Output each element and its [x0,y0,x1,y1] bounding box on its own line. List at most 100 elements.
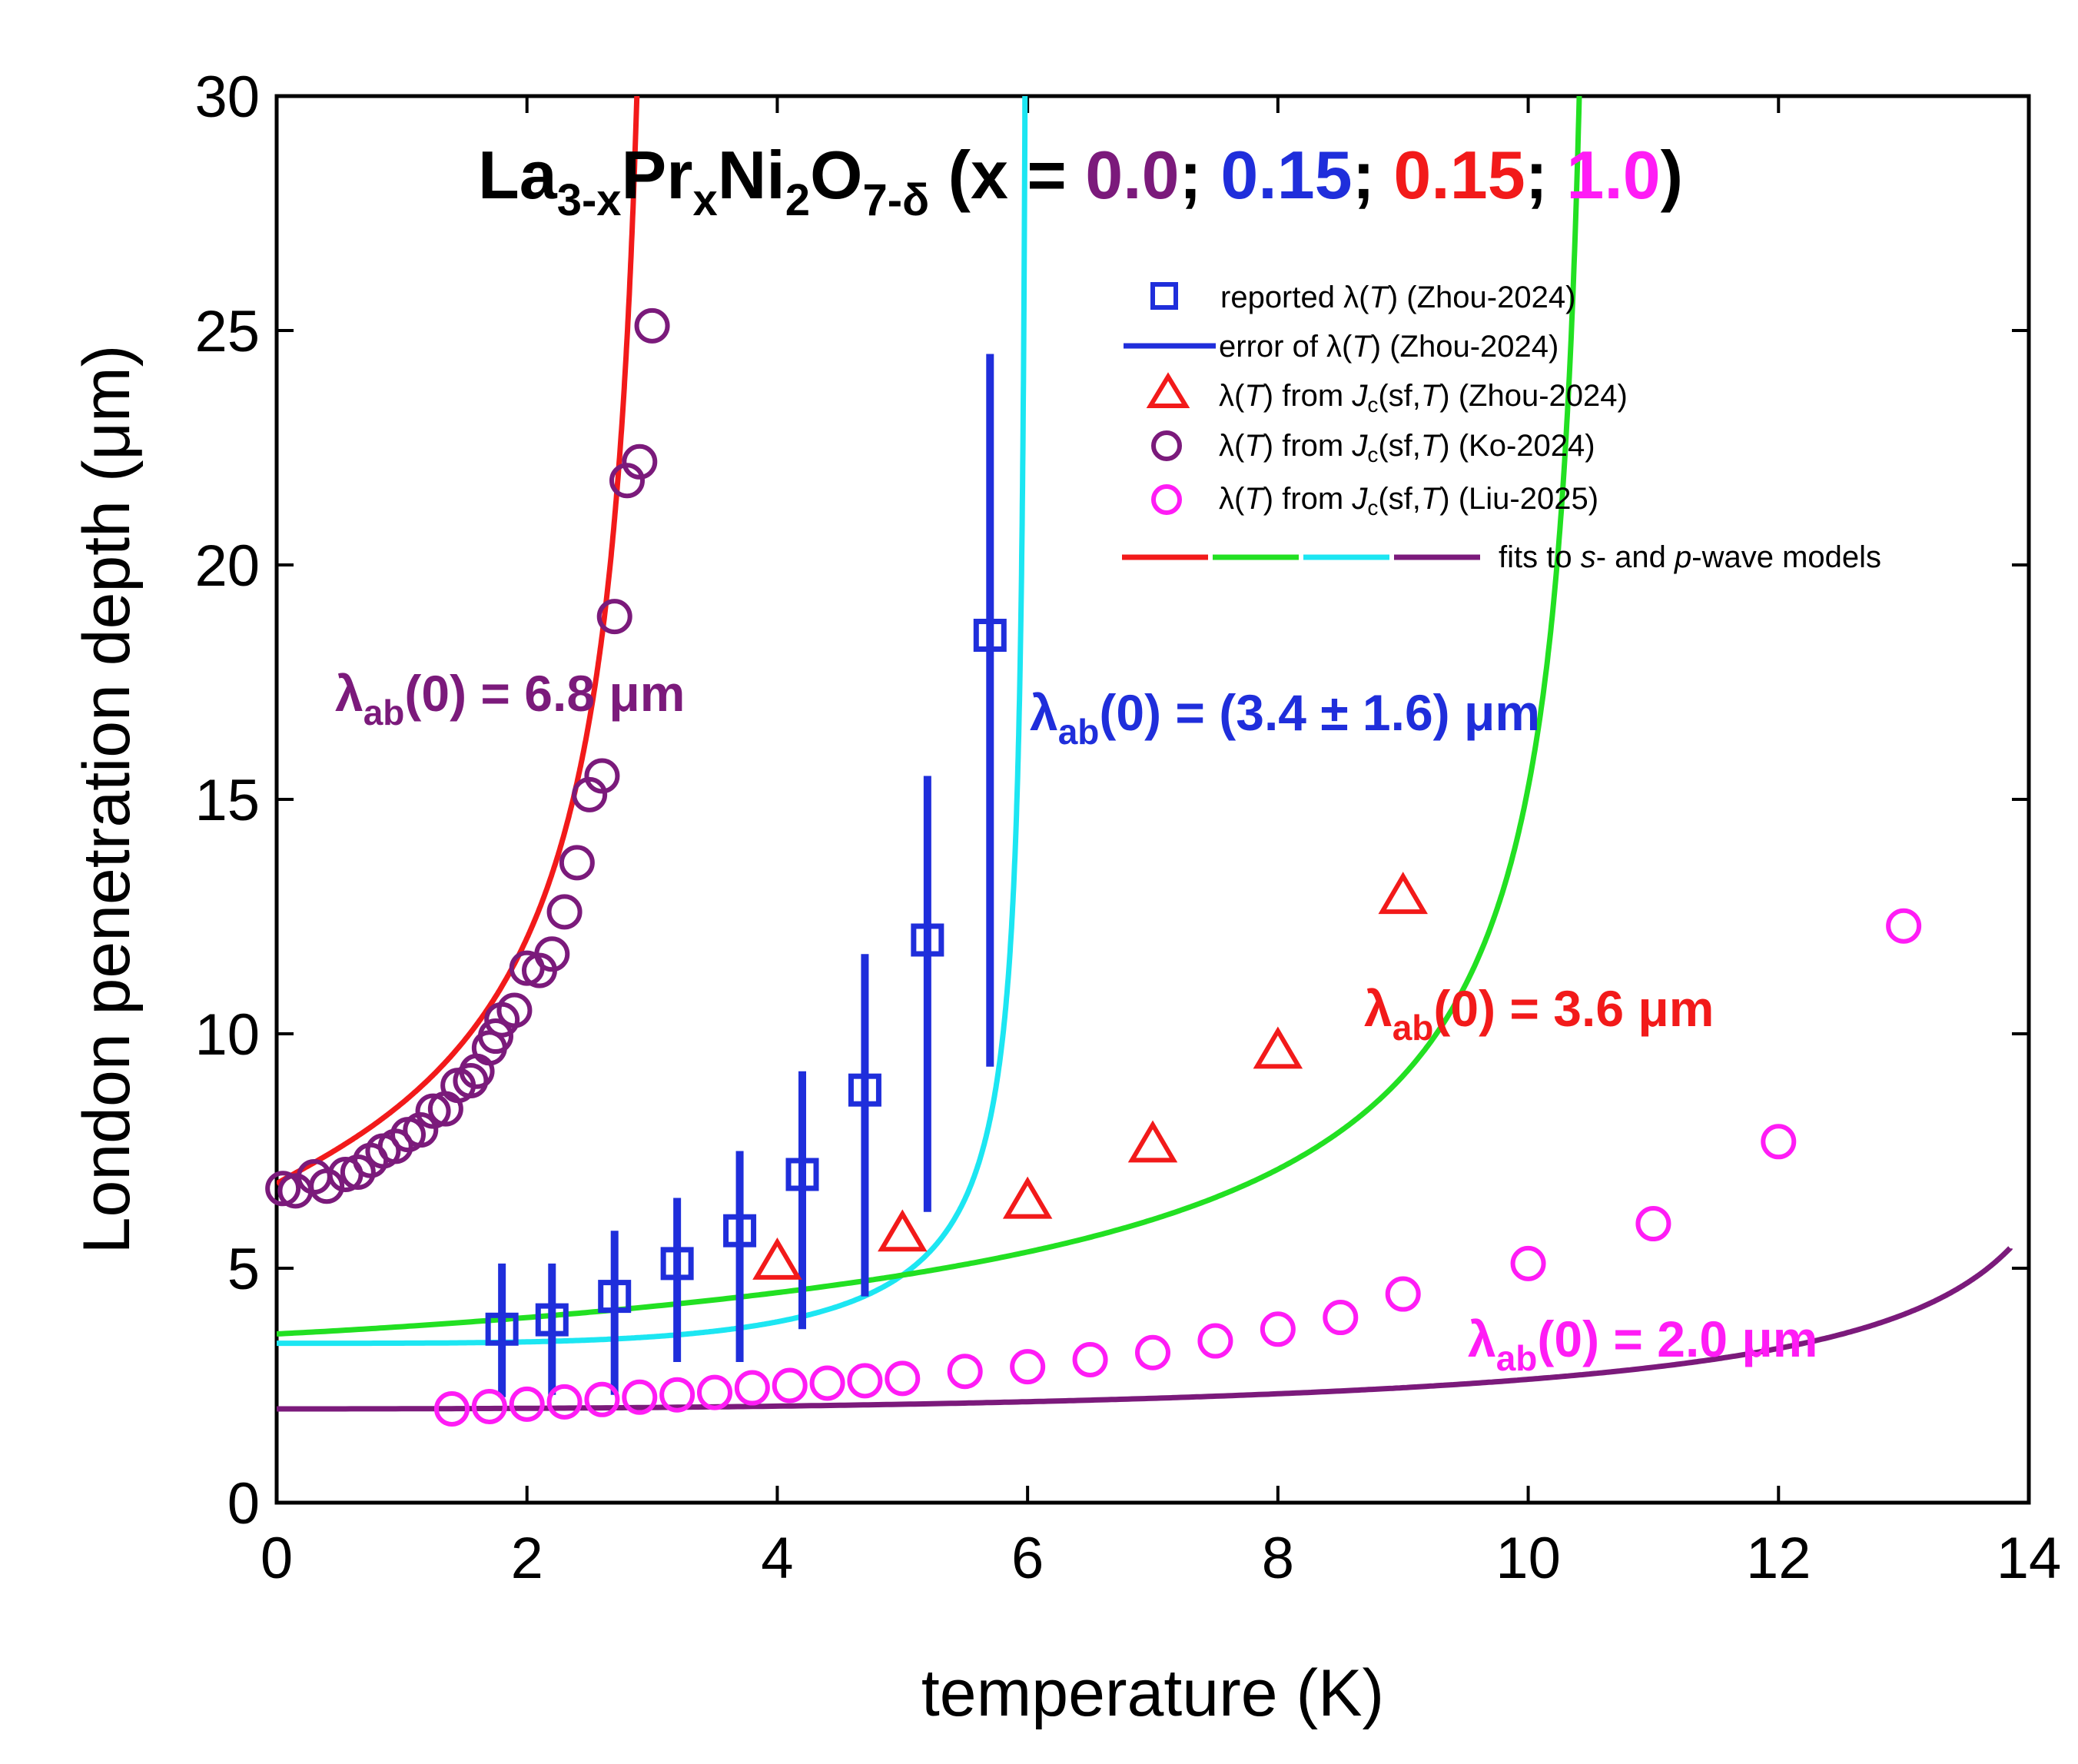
legend-item-error: error of λ(T) (Zhou-2024) [1124,330,1558,364]
legend-circle-marker-liu [1151,484,1182,515]
data-point-circle [309,1168,345,1204]
x-tick-label: 4 [761,1526,793,1591]
fit-curve-2 [277,96,1582,1337]
chart-title: La3-xPrxNi2O7-δ (x = 0.0; 0.15; 0.15; 1.… [478,137,1683,225]
x-tick-label: 14 [1997,1526,2062,1591]
y-axis-label: London penetration depth (μm) [70,345,144,1254]
annotation-liu: λab(0) = 2.0 μm [1468,1311,1817,1378]
x-tick-label: 0 [261,1526,293,1591]
data-point-square [535,1303,569,1337]
data-point-circle [496,992,533,1028]
legend-circle-marker-ko [1151,430,1182,461]
legend: reported λ(T) (Zhou-2024) error of λ(T) … [1122,281,1881,574]
data-point-circle [1385,1276,1421,1312]
svg-text:λ(T) from Jc(sf,T) (Zhou-2024): λ(T) from Jc(sf,T) (Zhou-2024) [1219,379,1628,417]
data-point-circle [885,1360,921,1397]
x-tick-label: 8 [1262,1526,1294,1591]
data-point-circle [1197,1323,1233,1359]
data-point-circle [584,758,620,794]
data-point-circle [809,1365,845,1401]
data-point-circle [634,307,670,344]
x-axis-label: temperature (K) [921,1656,1384,1730]
x-tick-label: 10 [1495,1526,1561,1591]
data-point-circle [609,463,645,499]
data-point-circle [546,894,583,930]
data-point-circle [947,1354,983,1390]
data-point-circle [1635,1206,1671,1242]
data-point-circle [596,599,632,635]
legend-item-reported: reported λ(T) (Zhou-2024) [1150,281,1575,314]
y-tick-label: 25 [194,299,260,364]
y-tick-label: 30 [194,65,260,130]
data-point-square [723,1214,757,1247]
legend-item-zhou-jc: λ(T) from Jc(sf,T) (Zhou-2024) [1146,372,1628,417]
data-point-circle [403,1112,439,1148]
data-markers [265,307,1922,1427]
y-tick-label: 10 [194,1002,260,1068]
x-tick-label: 6 [1011,1526,1044,1591]
annotation-zhou-reported: λab(0) = (3.4 ± 1.6) μm [1030,684,1540,752]
data-point-circle [622,1379,658,1415]
y-tick-label: 0 [227,1471,260,1536]
x-tick-label: 12 [1746,1526,1811,1591]
data-point-square [660,1247,694,1281]
data-point-circle [734,1370,770,1406]
data-point-circle [572,776,608,812]
data-point-circle [1323,1300,1359,1336]
data-point-circle [1072,1341,1108,1377]
data-point-circle [509,1386,545,1422]
svg-text:λ(T) from Jc(sf,T) (Ko-2024): λ(T) from Jc(sf,T) (Ko-2024) [1219,429,1595,467]
legend-item-fits: fits to s- and p-wave models [1122,540,1881,574]
svg-text:fits to s- and p-wave models: fits to s- and p-wave models [1499,540,1881,574]
data-point-circle [1886,908,1922,944]
x-tick-labels: 0 2 4 6 8 10 12 14 [261,1526,2061,1591]
data-point-square [848,1073,881,1107]
data-point-circle [471,1388,507,1424]
data-point-circle [1260,1311,1296,1347]
data-point-circle [697,1374,732,1410]
data-point-circle [377,1128,413,1164]
data-point-square [973,619,1007,652]
data-point-triangle [1378,872,1428,915]
data-point-square [911,923,944,957]
legend-triangle-marker [1146,372,1190,408]
data-point-circle [265,1171,301,1207]
svg-text:λ(T) from Jc(sf,T) (Liu-2025): λ(T) from Jc(sf,T) (Liu-2025) [1219,482,1598,520]
data-point-circle [340,1154,376,1190]
data-point-triangle [1002,1176,1053,1219]
y-tick-label: 15 [194,768,260,833]
svg-text:reported λ(T) (Zhou-2024): reported λ(T) (Zhou-2024) [1220,281,1575,314]
x-tick-label: 2 [511,1526,543,1591]
data-point-square [598,1280,632,1314]
data-point-circle [772,1367,808,1404]
data-point-square [485,1312,519,1346]
data-point-circle [1761,1124,1797,1160]
y-tick-label: 5 [227,1237,260,1302]
data-point-circle [1510,1245,1546,1281]
y-tick-label: 20 [194,533,260,599]
axis-ticks [275,95,2030,1504]
data-point-square [785,1158,819,1191]
data-point-circle [534,936,570,972]
data-point-circle [415,1093,451,1129]
data-point-circle [1135,1334,1170,1370]
data-point-circle [559,845,595,881]
data-point-triangle [878,1209,928,1252]
data-point-circle [1010,1349,1046,1385]
data-point-circle [546,1384,583,1420]
data-point-circle [659,1377,695,1413]
data-point-triangle [752,1237,802,1280]
y-tick-labels: 0 5 10 15 20 25 30 [194,65,260,1536]
legend-item-ko: λ(T) from Jc(sf,T) (Ko-2024) [1151,429,1595,467]
data-point-circle [434,1391,470,1427]
data-point-circle [478,1018,513,1055]
data-point-circle [847,1363,883,1399]
legend-square-marker [1150,282,1178,310]
data-point-triangle [1127,1120,1178,1163]
data-point-triangle [1253,1026,1303,1069]
annotation-ko: λab(0) = 6.8 μm [335,665,685,733]
data-point-circle [584,1381,620,1417]
legend-item-liu: λ(T) from Jc(sf,T) (Liu-2025) [1151,482,1598,520]
annotation-zhou-jc: λab(0) = 3.6 μm [1364,980,1714,1048]
